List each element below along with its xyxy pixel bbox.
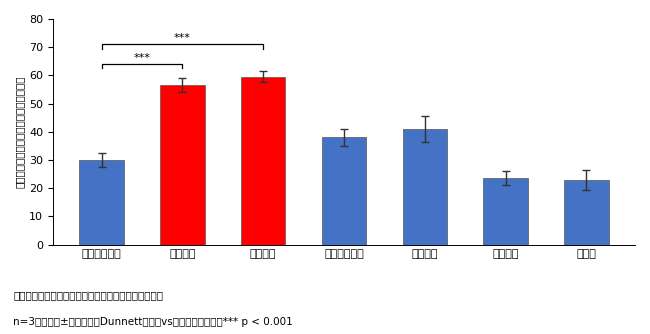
Bar	[564, 180, 608, 245]
Text: n=3，平均値±標準偏差，Dunnett検定（vsコントロール），*** p < 0.001: n=3，平均値±標準偏差，Dunnett検定（vsコントロール），*** p <…	[13, 317, 292, 327]
Text: ***: ***	[134, 53, 151, 63]
Bar	[241, 77, 285, 245]
Bar	[79, 160, 124, 245]
Bar	[484, 178, 528, 245]
Text: コントロールはトマトペーストとオリーブオイルのみ: コントロールはトマトペーストとオリーブオイルのみ	[13, 291, 163, 301]
Bar	[322, 138, 366, 245]
Y-axis label: 総リコピンに占めるシス体含有率（％）: 総リコピンに占めるシス体含有率（％）	[15, 75, 25, 188]
Text: ***: ***	[174, 33, 191, 43]
Bar	[402, 129, 447, 245]
Bar	[161, 85, 205, 245]
